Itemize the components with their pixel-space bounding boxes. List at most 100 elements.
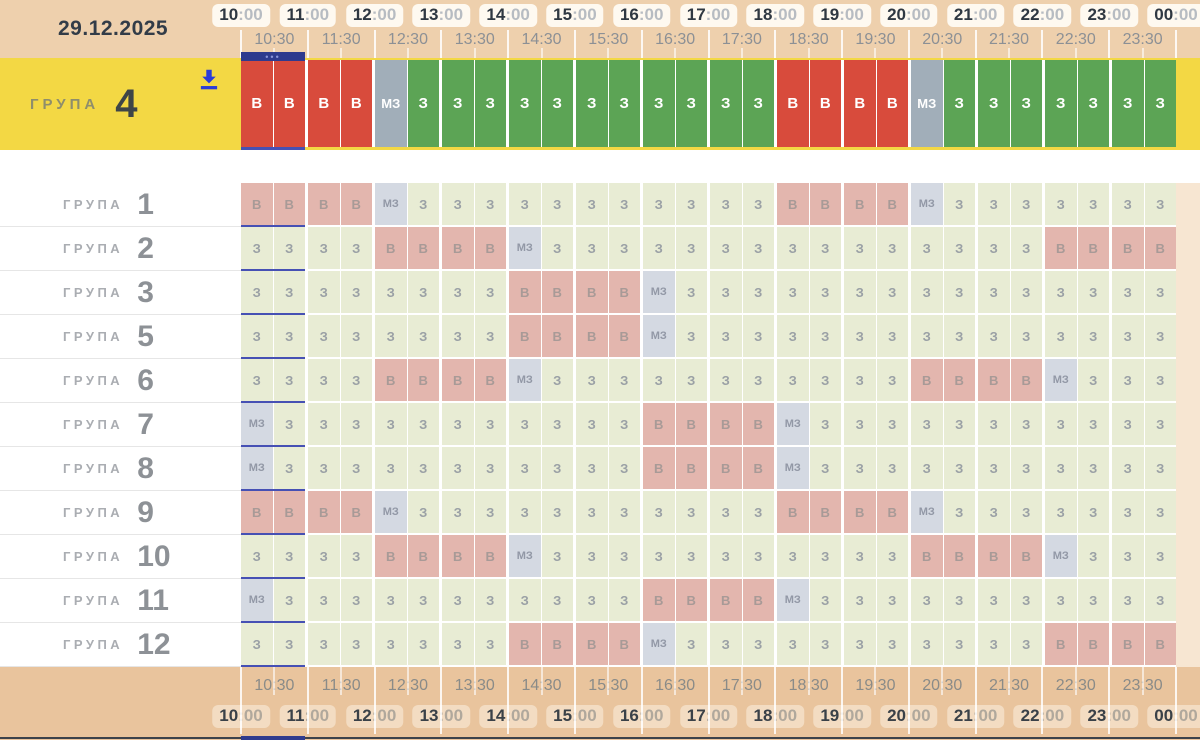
schedule-cell[interactable]: З: [911, 315, 943, 357]
schedule-cell[interactable]: В: [978, 535, 1010, 577]
schedule-cell[interactable]: З: [978, 579, 1010, 621]
schedule-cell[interactable]: З: [742, 359, 774, 401]
schedule-cell[interactable]: З: [541, 183, 573, 225]
schedule-cell[interactable]: З: [943, 60, 975, 147]
schedule-cell[interactable]: З: [1077, 403, 1109, 445]
schedule-cell[interactable]: В: [643, 403, 675, 445]
schedule-cell[interactable]: З: [675, 623, 707, 665]
schedule-cell[interactable]: З: [675, 535, 707, 577]
schedule-cell[interactable]: З: [1010, 315, 1042, 357]
group-label-area[interactable]: ГРУПА 11: [0, 579, 241, 623]
schedule-cell[interactable]: З: [474, 315, 506, 357]
schedule-cell[interactable]: З: [407, 60, 439, 147]
schedule-cell[interactable]: З: [474, 491, 506, 533]
schedule-cell[interactable]: З: [643, 535, 675, 577]
schedule-cell[interactable]: З: [978, 271, 1010, 313]
schedule-cell[interactable]: З: [710, 227, 742, 269]
schedule-cell[interactable]: В: [375, 227, 407, 269]
schedule-cell[interactable]: В: [541, 315, 573, 357]
schedule-cell[interactable]: З: [340, 227, 372, 269]
schedule-cell[interactable]: З: [340, 403, 372, 445]
schedule-cell[interactable]: З: [978, 623, 1010, 665]
schedule-cell[interactable]: З: [1112, 315, 1144, 357]
schedule-cell[interactable]: В: [742, 447, 774, 489]
schedule-cell[interactable]: З: [675, 491, 707, 533]
schedule-cell[interactable]: В: [608, 271, 640, 313]
schedule-cell[interactable]: З: [576, 579, 608, 621]
schedule-cell[interactable]: З: [742, 183, 774, 225]
schedule-cell[interactable]: З: [1010, 271, 1042, 313]
schedule-cell[interactable]: В: [1144, 623, 1176, 665]
schedule-cell[interactable]: МЗ: [1045, 359, 1077, 401]
schedule-cell[interactable]: В: [844, 183, 876, 225]
schedule-cell[interactable]: З: [340, 271, 372, 313]
schedule-cell[interactable]: З: [407, 315, 439, 357]
schedule-cell[interactable]: З: [643, 60, 675, 147]
schedule-cell[interactable]: В: [509, 271, 541, 313]
schedule-cell[interactable]: З: [710, 60, 742, 147]
schedule-cell[interactable]: В: [407, 359, 439, 401]
schedule-cell[interactable]: З: [1010, 491, 1042, 533]
schedule-cell[interactable]: В: [1010, 359, 1042, 401]
schedule-cell[interactable]: З: [308, 271, 340, 313]
schedule-cell[interactable]: З: [273, 315, 305, 357]
schedule-cell[interactable]: В: [809, 491, 841, 533]
schedule-cell[interactable]: З: [308, 403, 340, 445]
group-label-area[interactable]: ГРУПА 5: [0, 315, 241, 359]
schedule-cell[interactable]: З: [576, 183, 608, 225]
schedule-cell[interactable]: З: [375, 623, 407, 665]
schedule-cell[interactable]: З: [710, 491, 742, 533]
schedule-cell[interactable]: З: [1010, 183, 1042, 225]
schedule-cell[interactable]: В: [608, 623, 640, 665]
schedule-cell[interactable]: З: [1144, 183, 1176, 225]
schedule-cell[interactable]: З: [876, 315, 908, 357]
schedule-cell[interactable]: В: [308, 60, 340, 147]
schedule-cell[interactable]: В: [273, 60, 305, 147]
schedule-cell[interactable]: З: [643, 183, 675, 225]
schedule-cell[interactable]: В: [340, 60, 372, 147]
schedule-cell[interactable]: В: [340, 183, 372, 225]
schedule-cell[interactable]: В: [509, 315, 541, 357]
schedule-cell[interactable]: З: [608, 579, 640, 621]
schedule-cell[interactable]: В: [340, 491, 372, 533]
schedule-cell[interactable]: З: [1112, 535, 1144, 577]
schedule-cell[interactable]: З: [742, 227, 774, 269]
schedule-cell[interactable]: З: [340, 447, 372, 489]
schedule-cell[interactable]: З: [273, 227, 305, 269]
schedule-cell[interactable]: В: [1112, 623, 1144, 665]
schedule-cell[interactable]: В: [474, 227, 506, 269]
schedule-cell[interactable]: З: [710, 271, 742, 313]
schedule-cell[interactable]: З: [1010, 227, 1042, 269]
group-label-area[interactable]: ГРУПА 8: [0, 447, 241, 491]
schedule-cell[interactable]: В: [375, 535, 407, 577]
schedule-cell[interactable]: З: [541, 60, 573, 147]
schedule-cell[interactable]: З: [777, 359, 809, 401]
schedule-cell[interactable]: З: [1077, 491, 1109, 533]
schedule-cell[interactable]: З: [1112, 447, 1144, 489]
schedule-cell[interactable]: В: [407, 227, 439, 269]
schedule-cell[interactable]: З: [1045, 183, 1077, 225]
schedule-cell[interactable]: З: [675, 60, 707, 147]
schedule-cell[interactable]: З: [675, 227, 707, 269]
schedule-cell[interactable]: В: [1112, 227, 1144, 269]
group-label-area[interactable]: ГРУПА 3: [0, 271, 241, 315]
schedule-cell[interactable]: З: [1112, 579, 1144, 621]
schedule-cell[interactable]: З: [576, 447, 608, 489]
schedule-cell[interactable]: З: [509, 403, 541, 445]
schedule-cell[interactable]: З: [308, 623, 340, 665]
schedule-cell[interactable]: МЗ: [375, 183, 407, 225]
schedule-cell[interactable]: З: [742, 623, 774, 665]
schedule-cell[interactable]: З: [1112, 359, 1144, 401]
schedule-cell[interactable]: З: [777, 227, 809, 269]
schedule-cell[interactable]: З: [809, 623, 841, 665]
schedule-cell[interactable]: З: [442, 403, 474, 445]
schedule-cell[interactable]: З: [541, 403, 573, 445]
schedule-cell[interactable]: З: [777, 623, 809, 665]
schedule-cell[interactable]: В: [844, 60, 876, 147]
schedule-cell[interactable]: МЗ: [1045, 535, 1077, 577]
schedule-cell[interactable]: З: [809, 271, 841, 313]
schedule-cell[interactable]: З: [1144, 60, 1176, 147]
schedule-cell[interactable]: В: [273, 183, 305, 225]
schedule-cell[interactable]: З: [375, 315, 407, 357]
schedule-cell[interactable]: З: [809, 447, 841, 489]
